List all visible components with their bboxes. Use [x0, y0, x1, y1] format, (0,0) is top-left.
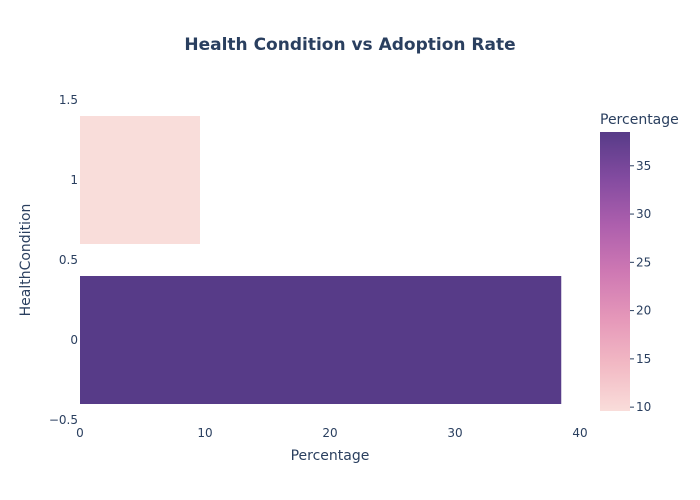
y-tick-label: 0	[70, 333, 78, 347]
colorbar-tick-label: 20	[636, 304, 651, 318]
y-tick-label: 1.5	[59, 93, 78, 107]
y-axis-ticks: −0.5 0 0.5 1 1.5	[49, 93, 78, 427]
bar-0	[80, 276, 562, 404]
bar-1	[80, 116, 200, 244]
x-axis-ticks: 0 10 20 30 40	[76, 426, 587, 440]
x-tick-label: 0	[76, 426, 84, 440]
colorbar-tick-label: 10	[636, 400, 651, 414]
x-tick-label: 30	[447, 426, 462, 440]
x-tick-label: 20	[322, 426, 337, 440]
y-tick-label: 1	[70, 173, 78, 187]
y-tick-label: 0.5	[59, 253, 78, 267]
colorbar-ticks: 10 15 20 25 30 35	[630, 159, 651, 414]
colorbar-tick-label: 25	[636, 255, 651, 269]
colorbar-tick-label: 35	[636, 159, 651, 173]
y-axis-title: HealthCondition	[18, 204, 34, 317]
x-tick-label: 10	[197, 426, 212, 440]
bars	[80, 116, 562, 404]
y-tick-label: −0.5	[49, 413, 78, 427]
colorbar-gradient	[600, 132, 630, 411]
colorbar-tick-label: 15	[636, 352, 651, 366]
chart-title: Health Condition vs Adoption Rate	[184, 35, 515, 55]
colorbar-title: Percentage	[600, 112, 679, 128]
x-axis-title: Percentage	[291, 448, 370, 464]
plot-area: 0 10 20 30 40 −0.500.511.5	[49, 93, 588, 440]
colorbar-tick-label: 30	[636, 207, 651, 221]
x-tick-label: 40	[572, 426, 587, 440]
colorbar: Percentage 10 15 20 25 30 35	[600, 112, 679, 414]
